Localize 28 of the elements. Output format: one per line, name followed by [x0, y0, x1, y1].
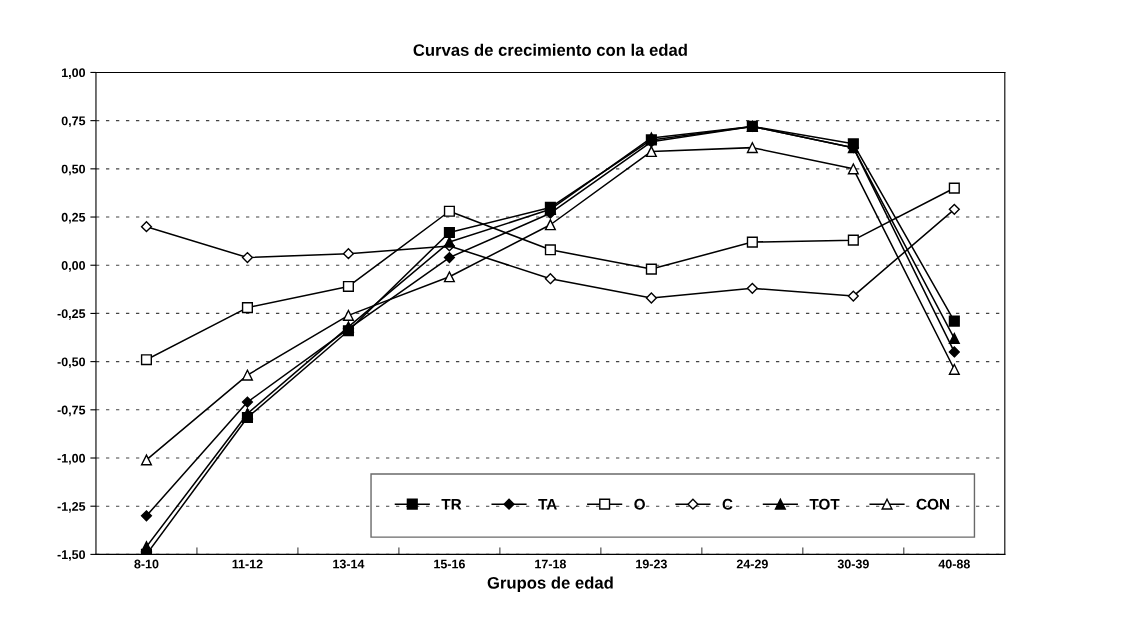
- y-tick-label: 0,25: [61, 212, 86, 224]
- legend-label: O: [634, 498, 645, 510]
- y-tick-label: -0,50: [57, 357, 86, 369]
- y-tick-label: -1,50: [57, 550, 86, 561]
- y-tick-label: 0,75: [61, 116, 86, 128]
- y-tick-label: -1,25: [57, 502, 86, 513]
- x-tick-label: 17-18: [535, 559, 566, 569]
- legend-label: TA: [538, 499, 557, 510]
- x-tick-label: 19-23: [636, 559, 667, 569]
- y-tick-label: 1,00: [62, 68, 86, 79]
- x-tick-label: 24-29: [736, 559, 768, 569]
- legend-label: CON: [916, 498, 949, 510]
- x-tick-label: 11-12: [232, 559, 263, 569]
- x-tick-label: 15-16: [434, 559, 465, 569]
- legend-label: C: [722, 498, 733, 510]
- y-tick-label: -0,75: [57, 405, 86, 417]
- legend-label: TOT: [809, 498, 840, 510]
- chart-title: Curvas de crecimiento con la edad: [413, 43, 687, 56]
- x-tick-label: 40-88: [938, 559, 970, 569]
- x-tick-label: 8-10: [134, 559, 159, 569]
- y-tick-label: 0,00: [61, 261, 86, 272]
- legend-label: TR: [441, 499, 462, 510]
- y-tick-label: -1,00: [57, 453, 86, 465]
- x-axis-title: Grupos de edad: [487, 576, 613, 593]
- y-tick-label: 0,50: [61, 164, 86, 176]
- y-tick-label: -0,25: [57, 309, 86, 320]
- x-tick-label: 30-39: [837, 559, 869, 569]
- x-tick-label: 13-14: [333, 559, 365, 569]
